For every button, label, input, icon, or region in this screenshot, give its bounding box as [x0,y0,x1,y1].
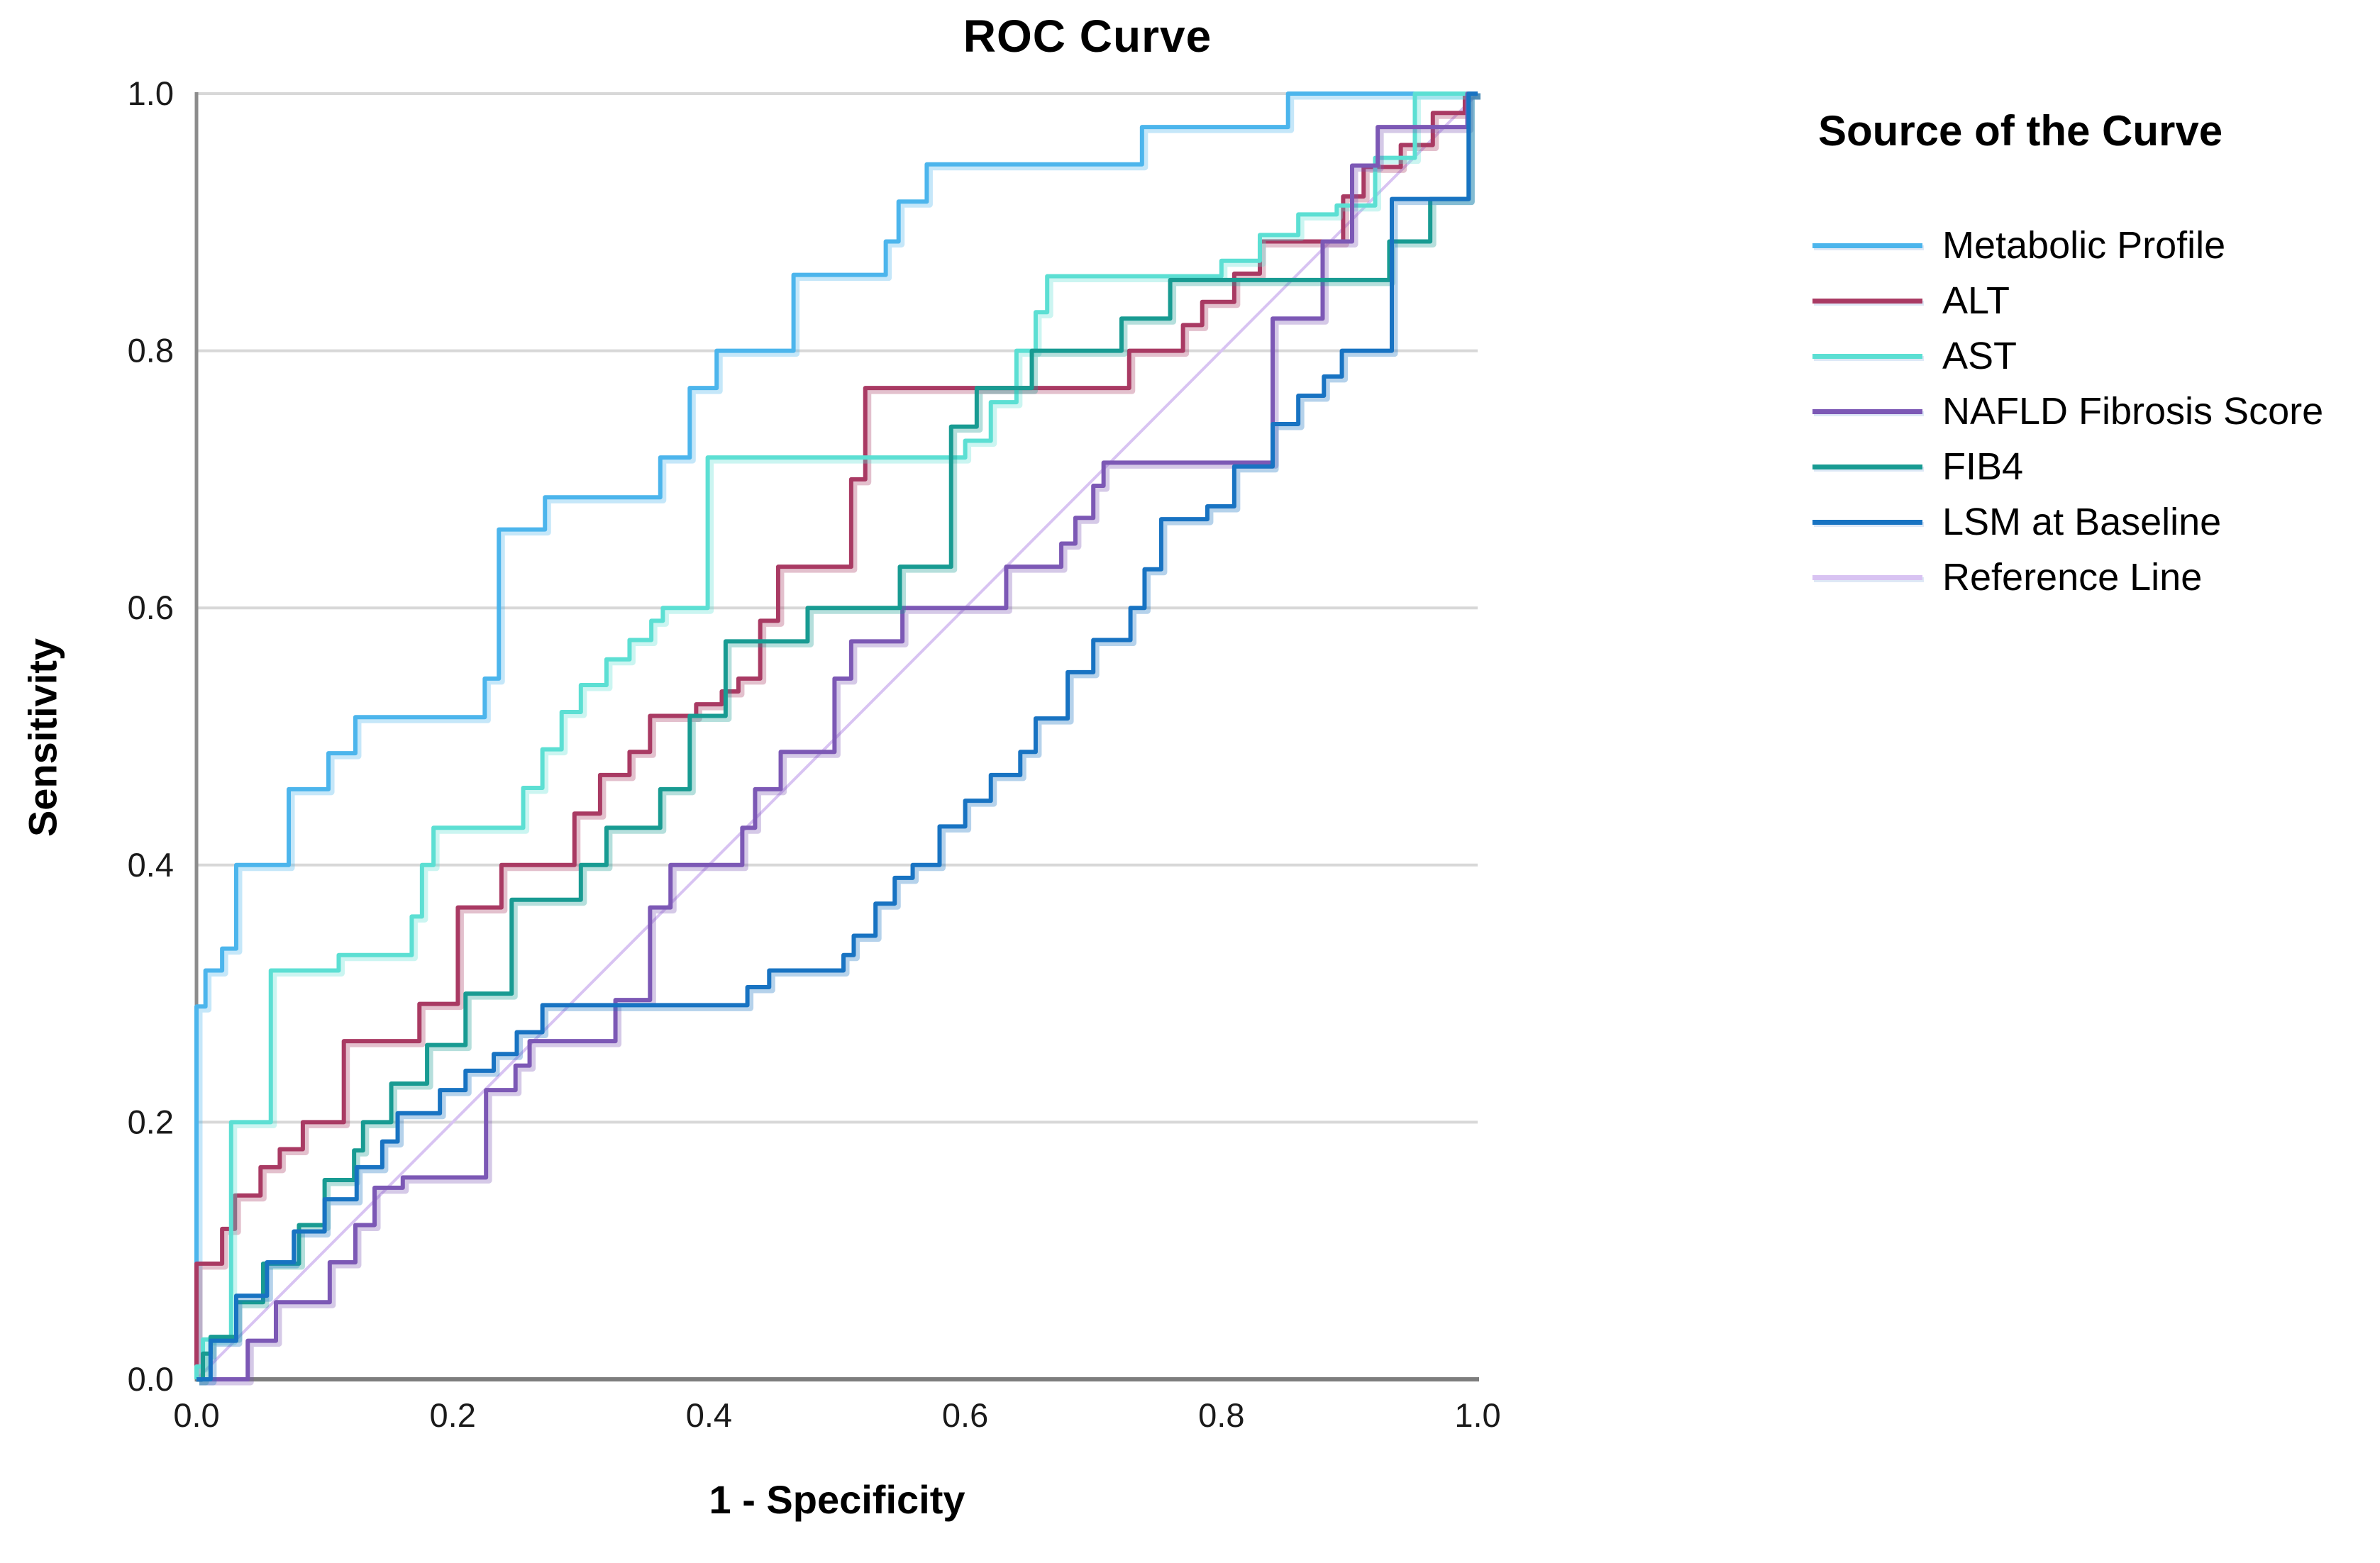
x-axis-label: 1 - Specificity [709,1477,965,1522]
curve-halo-ast [196,93,1480,1382]
y-tick-label-1.0: 1.0 [128,74,174,112]
y-tick-label-0.8: 0.8 [128,332,174,369]
curve-ast [194,91,1478,1379]
curve-halo-lsm-at-baseline [199,93,1480,1386]
legend-swatch-icon [1812,519,1922,525]
legend-item-alt: ALT [1812,273,2380,328]
legend-item-label: Reference Line [1942,556,2203,599]
curve-alt [194,91,1478,1379]
x-tick-label-0.6: 0.6 [942,1396,988,1434]
x-tick-label-0.8: 0.8 [1198,1396,1244,1434]
legend-item-fib4: FIB4 [1812,439,2380,494]
curve-reference-line [195,92,1479,1381]
curve-metabolic-profile [194,91,1478,1379]
x-tick-label-0.4: 0.4 [686,1396,732,1434]
x-tick-label-0.2: 0.2 [430,1396,476,1434]
legend-swatch-icon [1812,574,1922,580]
curve-fib4 [197,91,1478,1381]
legend-item-reference-line: Reference Line [1812,550,2380,605]
legend-swatch-icon [1812,464,1922,469]
legend-item-label: FIB4 [1942,445,2024,488]
legend-item-label: LSM at Baseline [1942,501,2222,543]
curve-halo-fib4 [199,93,1480,1386]
x-tick-label-1.0: 1.0 [1454,1396,1500,1434]
legend-swatch-icon [1812,353,1922,359]
legend-item-label: Metabolic Profile [1942,224,2226,267]
curve-nafld-fibrosis-score [197,91,1478,1381]
legend-item-label: AST [1942,335,2018,377]
legend-title: Source of the Curve [1818,107,2223,155]
y-tick-label-0.4: 0.4 [128,846,174,884]
y-tick-label-0.6: 0.6 [128,589,174,626]
legend-item-nafld-fibrosis-score: NAFLD Fibrosis Score [1812,384,2380,439]
curve-lsm-at-baseline [197,91,1478,1381]
legend-item-ast: AST [1812,328,2380,384]
legend-swatch-icon [1812,408,1922,414]
curve-halo-metabolic-profile [196,93,1480,1382]
legend-items: Metabolic Profile ALT AST NAFLD Fibrosis Sc… [1812,218,2380,605]
curve-halo-nafld-fibrosis-score [199,93,1480,1386]
legend: Source of the Curve Metabolic Profile ALT… [1812,106,2380,605]
y-axis-label: Sensitivity [20,638,65,838]
legend-swatch-icon [1812,243,1922,248]
legend-swatch-icon [1812,298,1922,304]
chart-title: ROC Curve [963,11,1212,62]
x-tick-label-0.0: 0.0 [173,1396,219,1434]
y-tick-label-0.2: 0.2 [128,1103,174,1140]
legend-item-metabolic-profile: Metabolic Profile [1812,218,2380,273]
legend-item-label: ALT [1942,279,2010,322]
y-tick-label-0.0: 0.0 [128,1360,174,1398]
legend-item-label: NAFLD Fibrosis Score [1942,390,2324,433]
legend-item-lsm-at-baseline: LSM at Baseline [1812,494,2380,550]
